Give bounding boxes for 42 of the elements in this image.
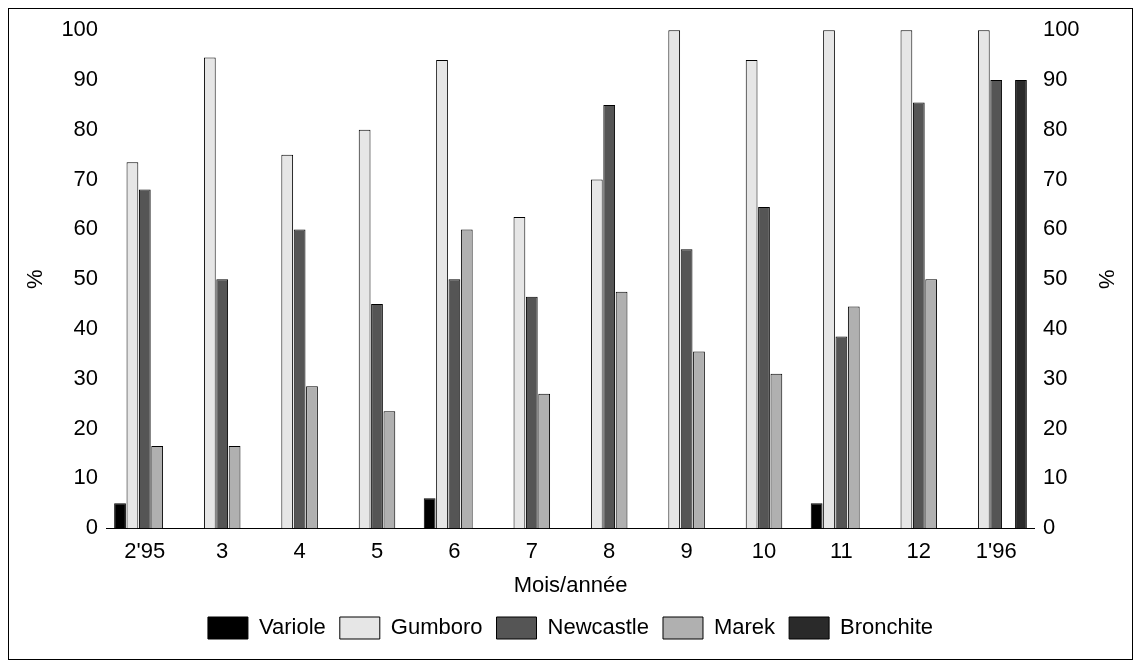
y-tick-label: 60 <box>73 215 99 241</box>
y2-tick-label: 70 <box>1042 165 1068 191</box>
y-tick-label: 30 <box>73 364 99 390</box>
x-tick-label: 10 <box>751 538 777 564</box>
x-tick-label: 3 <box>216 538 229 564</box>
x-tick-label: 4 <box>293 538 306 564</box>
x-tick-label: 7 <box>525 538 538 564</box>
legend-label: Variole <box>258 614 326 640</box>
x-tick-label: 11 <box>829 538 853 564</box>
legend-label: Bronchite <box>840 614 934 640</box>
y-tick-label: 10 <box>73 464 99 490</box>
y-tick-label: 70 <box>73 165 99 191</box>
y-axis-title: % <box>22 269 48 289</box>
y-tick-label: 50 <box>73 265 99 291</box>
x-tick-label: 2'95 <box>124 538 166 564</box>
y2-tick-label: 50 <box>1042 265 1068 291</box>
y-tick-label: 20 <box>73 414 99 440</box>
y2-tick-label: 80 <box>1042 115 1068 141</box>
x-tick-label: 1'96 <box>975 538 1017 564</box>
y2-tick-label: 40 <box>1042 315 1068 341</box>
x-tick-label: 12 <box>906 538 932 564</box>
legend-label: Marek <box>713 614 777 640</box>
x-tick-label: 9 <box>680 538 693 564</box>
y2-tick-label: 30 <box>1042 364 1068 390</box>
y2-tick-label: 100 <box>1042 16 1080 42</box>
y-tick-label: 100 <box>61 16 99 42</box>
x-tick-label: 6 <box>448 538 461 564</box>
y2-axis-title: % <box>1093 269 1119 289</box>
x-tick-label: 5 <box>370 538 384 564</box>
y-tick-label: 90 <box>73 66 99 92</box>
y2-tick-label: 20 <box>1042 414 1068 440</box>
y-tick-label: 0 <box>85 514 99 540</box>
y-tick-label: 40 <box>73 315 99 341</box>
x-tick-label: 8 <box>603 538 616 564</box>
y2-tick-label: 90 <box>1042 66 1068 92</box>
x-axis-title: Mois/année <box>513 571 628 597</box>
y2-tick-label: 0 <box>1042 514 1056 540</box>
y-tick-label: 80 <box>73 115 99 141</box>
legend-label: Gumboro <box>390 614 483 640</box>
y2-tick-label: 10 <box>1042 464 1068 490</box>
y2-tick-label: 60 <box>1042 215 1068 241</box>
legend-label: Newcastle <box>547 614 649 640</box>
